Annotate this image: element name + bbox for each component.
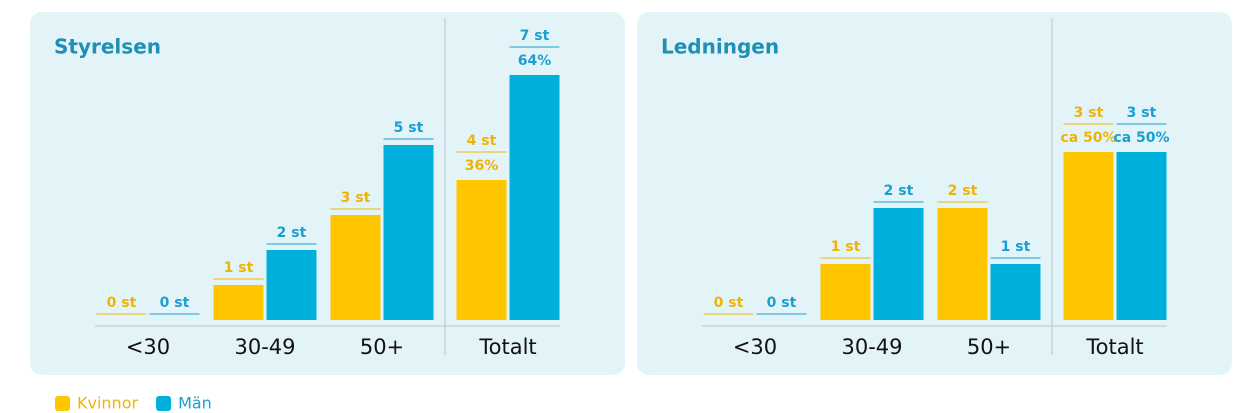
category-label: 30-49 [234, 335, 295, 359]
value-label: 0 st [767, 295, 797, 311]
bar [1116, 152, 1167, 320]
legend-label: Kvinnor [77, 394, 138, 413]
legend-swatch [156, 396, 172, 411]
bar [509, 75, 560, 320]
bar [456, 180, 507, 320]
value-label: 7 st [520, 28, 550, 44]
panel-title: Ledningen [661, 35, 779, 59]
bar [383, 145, 434, 320]
bar [873, 208, 924, 320]
category-label: 30-49 [841, 335, 902, 359]
value-label: 2 st [948, 183, 978, 199]
category-label: 50+ [360, 335, 404, 359]
value-label: 3 st [1074, 105, 1104, 121]
value-label: 0 st [107, 295, 137, 311]
category-label: Totalt [1085, 335, 1143, 359]
bar [1063, 152, 1114, 320]
percent-label: ca 50% [1060, 130, 1116, 146]
legend-label: Män [178, 394, 212, 413]
value-label: 0 st [714, 295, 744, 311]
value-label: 3 st [1127, 105, 1157, 121]
category-label: Totalt [478, 335, 536, 359]
value-label: 1 st [1001, 239, 1031, 255]
value-label: 5 st [394, 120, 424, 136]
percent-label: ca 50% [1113, 130, 1169, 146]
bar [820, 264, 871, 320]
legend-swatch [55, 396, 70, 411]
value-label: 2 st [277, 225, 307, 241]
percent-label: 64% [518, 53, 552, 69]
category-label: <30 [733, 335, 777, 359]
value-label: 4 st [467, 133, 497, 149]
bar [266, 250, 317, 320]
value-label: 1 st [224, 260, 254, 276]
bar [990, 264, 1041, 320]
value-label: 0 st [160, 295, 190, 311]
bar [213, 285, 264, 320]
category-label: <30 [126, 335, 170, 359]
value-label: 3 st [341, 190, 371, 206]
bar [937, 208, 988, 320]
value-label: 2 st [884, 183, 914, 199]
value-label: 1 st [831, 239, 861, 255]
percent-label: 36% [465, 158, 499, 174]
bar [330, 215, 381, 320]
category-label: 50+ [967, 335, 1011, 359]
panel-title: Styrelsen [54, 35, 161, 59]
